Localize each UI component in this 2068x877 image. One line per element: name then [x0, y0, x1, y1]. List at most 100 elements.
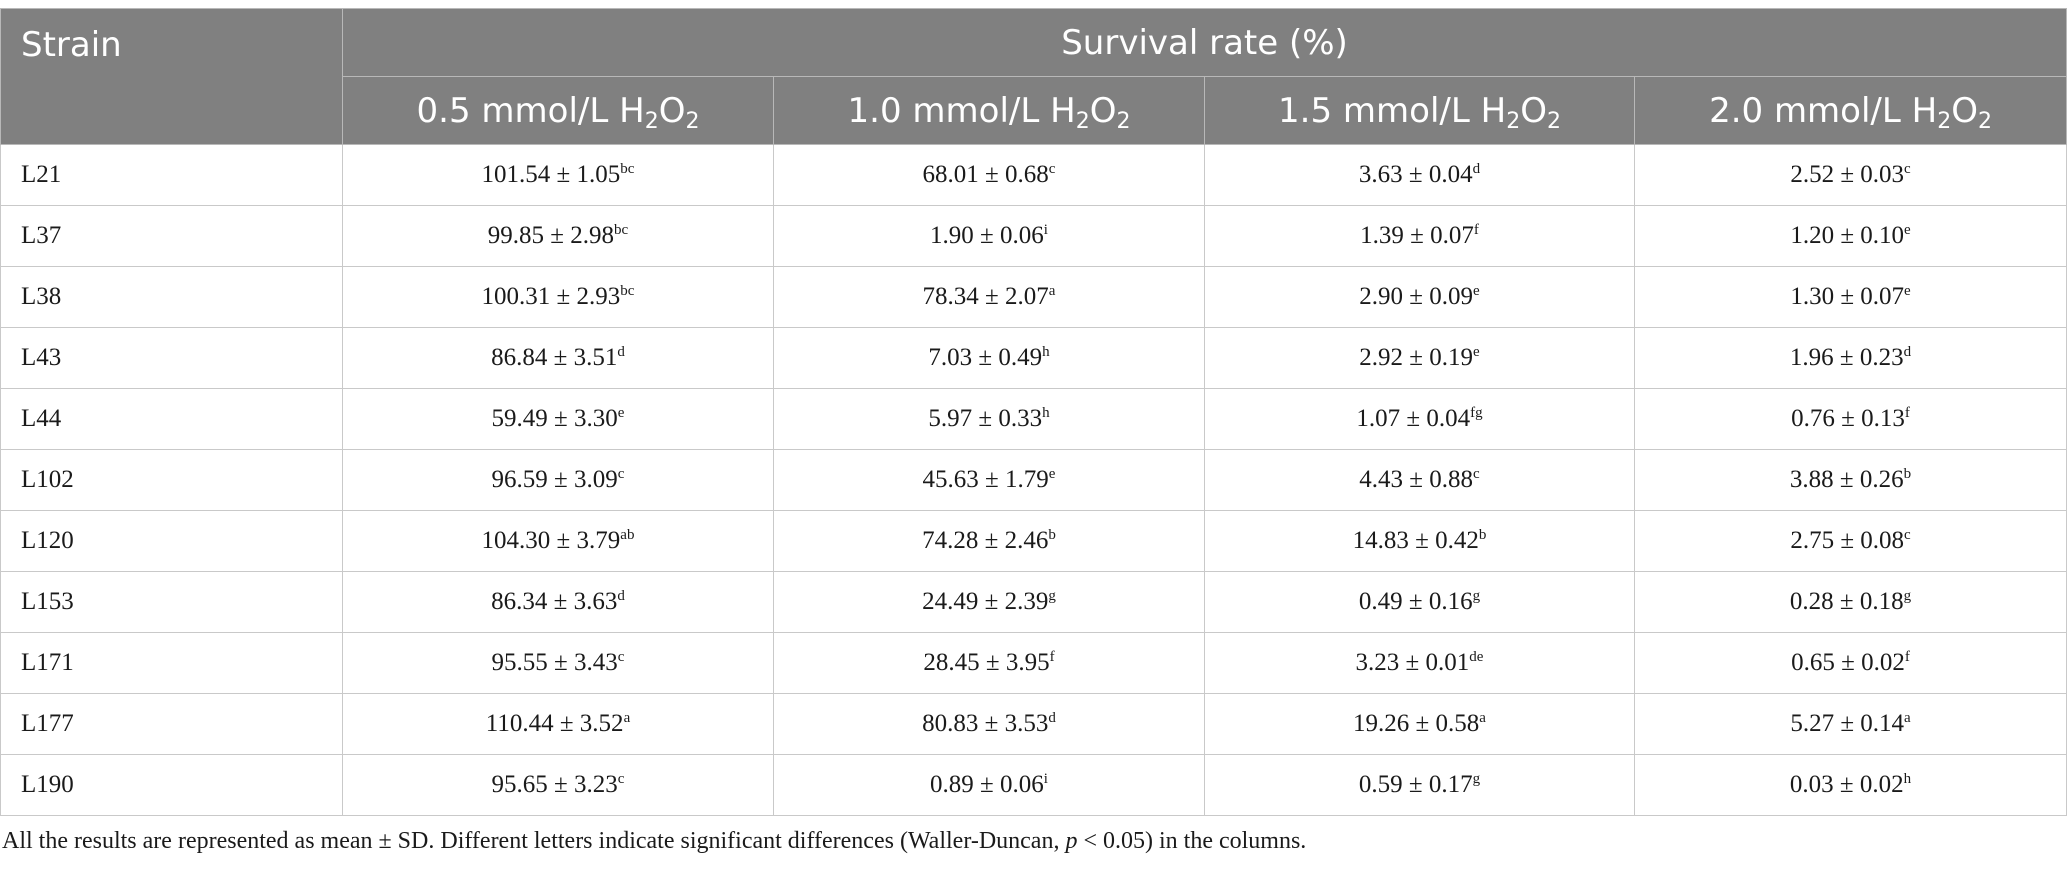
value-text: 0.28 ± 0.18 [1789, 588, 1904, 615]
survival-value-cell: 5.27 ± 0.14a [1633, 693, 2068, 755]
value-text: 1.30 ± 0.07 [1790, 283, 1905, 310]
value-text: 2.75 ± 0.08 [1790, 527, 1905, 554]
survival-rate-table: Strain Survival rate (%) 0.5 mmol/L H2O2… [0, 8, 2068, 816]
survival-value-cell: 3.63 ± 0.04d [1204, 144, 1635, 206]
strain-cell: L120 [0, 510, 343, 572]
survival-value-cell: 0.89 ± 0.06i [773, 754, 1205, 816]
header-oxygen: O [658, 90, 686, 131]
survival-value-cell: 74.28 ± 2.46b [773, 510, 1205, 572]
value-text: 100.31 ± 2.93 [481, 283, 621, 310]
survival-value-cell: 1.30 ± 0.07e [1633, 266, 2068, 328]
value-text: 2.90 ± 0.09 [1359, 283, 1474, 310]
significance-letter: c [617, 649, 625, 665]
significance-letter: f [1904, 405, 1910, 421]
significance-letter: a [1479, 710, 1486, 726]
significance-letter: d [1903, 344, 1912, 360]
table-row: L171 95.55 ± 3.43c 28.45 ± 3.95f 3.23 ± 0.0… [0, 632, 2068, 694]
value-text: 3.63 ± 0.04 [1358, 161, 1473, 188]
survival-value-cell: 28.45 ± 3.95f [773, 632, 1205, 694]
survival-value-cell: 86.34 ± 3.63d [342, 571, 774, 633]
table-row: L190 95.65 ± 3.23c 0.89 ± 0.06i 0.59 ± 0.17… [0, 754, 2068, 816]
survival-value-cell: 14.83 ± 0.42b [1204, 510, 1635, 572]
value-text: 80.83 ± 3.53 [922, 710, 1049, 737]
strain-cell: L21 [0, 144, 343, 206]
survival-rate-group-header: Survival rate (%) [341, 8, 2068, 77]
value-text: 7.03 ± 0.49 [928, 344, 1043, 371]
value-text: 1.90 ± 0.06 [930, 222, 1044, 249]
significance-letter: de [1469, 649, 1484, 665]
value-text: 99.85 ± 2.98 [487, 222, 615, 249]
survival-value-cell: 59.49 ± 3.30e [342, 388, 774, 450]
value-text: 95.55 ± 3.43 [491, 649, 618, 676]
survival-value-cell: 2.52 ± 0.03c [1633, 144, 2068, 206]
value-text: 3.23 ± 0.01 [1355, 649, 1470, 676]
value-text: 110.44 ± 3.52 [485, 710, 624, 737]
footnote-p-symbol: p [1065, 828, 1078, 854]
value-text: 2.92 ± 0.19 [1359, 344, 1474, 371]
survival-value-cell: 95.65 ± 3.23c [342, 754, 774, 816]
significance-letter: i [1043, 222, 1048, 238]
survival-value-cell: 5.97 ± 0.33h [773, 388, 1205, 450]
survival-value-cell: 101.54 ± 1.05bc [342, 144, 774, 206]
value-text: 86.34 ± 3.63 [491, 588, 618, 615]
survival-value-cell: 104.30 ± 3.79ab [342, 510, 774, 572]
value-text: 19.26 ± 0.58 [1353, 710, 1480, 737]
value-text: 104.30 ± 3.79 [481, 527, 621, 554]
survival-value-cell: 1.90 ± 0.06i [773, 205, 1205, 267]
significance-letter: d [617, 588, 625, 604]
header-subscript: 2 [1506, 108, 1521, 134]
survival-value-cell: 99.85 ± 2.98bc [342, 205, 774, 267]
value-text: 0.59 ± 0.17 [1358, 771, 1473, 798]
significance-letter: d [617, 344, 625, 360]
table-row: L44 59.49 ± 3.30e 5.97 ± 0.33h 1.07 ± 0.04f… [0, 388, 2068, 450]
strain-cell: L177 [0, 693, 343, 755]
significance-letter: e [1048, 466, 1056, 482]
survival-value-cell: 45.63 ± 1.79e [773, 449, 1205, 511]
table-body: L21 101.54 ± 1.05bc 68.01 ± 0.68c 3.63 ± 0.… [0, 144, 2068, 816]
significance-letter: e [1473, 283, 1480, 299]
table-row: L43 86.84 ± 3.51d 7.03 ± 0.49h 2.92 ± 0.19e… [0, 327, 2068, 389]
significance-letter: h [1042, 405, 1050, 421]
value-text: 45.63 ± 1.79 [922, 466, 1049, 493]
table-row: L102 96.59 ± 3.09c 45.63 ± 1.79e 4.43 ± 0.8… [0, 449, 2068, 511]
significance-letter: a [623, 710, 631, 726]
significance-letter: g [1472, 771, 1481, 787]
value-text: 0.65 ± 0.02 [1791, 649, 1905, 676]
value-text: 0.89 ± 0.06 [930, 771, 1044, 798]
value-text: 95.65 ± 3.23 [491, 771, 618, 798]
survival-value-cell: 24.49 ± 2.39g [773, 571, 1205, 633]
value-text: 0.76 ± 0.13 [1791, 405, 1905, 432]
significance-letter: e [1904, 283, 1911, 299]
header-subscript: 2 [1075, 108, 1090, 134]
survival-value-cell: 96.59 ± 3.09c [342, 449, 774, 511]
significance-letter: b [1903, 466, 1912, 482]
survival-value-cell: 86.84 ± 3.51d [342, 327, 774, 389]
survival-value-cell: 1.20 ± 0.10e [1633, 205, 2068, 267]
survival-value-cell: 0.76 ± 0.13f [1633, 388, 2068, 450]
strain-cell: L44 [0, 388, 343, 450]
significance-letter: h [1903, 771, 1912, 787]
value-text: 59.49 ± 3.30 [491, 405, 618, 432]
footnote-text-end: < 0.05) in the columns. [1077, 828, 1307, 854]
strain-column-header: Strain [0, 8, 343, 145]
strain-cell: L190 [0, 754, 343, 816]
significance-letter: b [1478, 527, 1487, 543]
value-text: 0.49 ± 0.16 [1358, 588, 1473, 615]
significance-letter: c [1048, 161, 1056, 177]
table-container: Strain Survival rate (%) 0.5 mmol/L H2O2… [0, 8, 2068, 816]
header-subscript: 2 [644, 108, 659, 134]
header-subscript: 2 [1116, 108, 1131, 134]
concentration-header: 1.5 mmol/L H2O2 [1204, 76, 1635, 145]
survival-value-cell: 78.34 ± 2.07a [773, 266, 1205, 328]
value-text: 96.59 ± 3.09 [491, 466, 618, 493]
significance-letter: ab [620, 527, 635, 543]
survival-value-cell: 0.03 ± 0.02h [1633, 754, 2068, 816]
header-prefix: 1.0 mmol/L H [847, 90, 1076, 131]
survival-value-cell: 4.43 ± 0.88c [1204, 449, 1635, 511]
survival-value-cell: 1.07 ± 0.04fg [1204, 388, 1635, 450]
value-text: 5.27 ± 0.14 [1790, 710, 1905, 737]
strain-cell: L38 [0, 266, 343, 328]
survival-value-cell: 19.26 ± 0.58a [1204, 693, 1635, 755]
survival-value-cell: 68.01 ± 0.68c [773, 144, 1205, 206]
header-oxygen: O [1520, 90, 1547, 131]
